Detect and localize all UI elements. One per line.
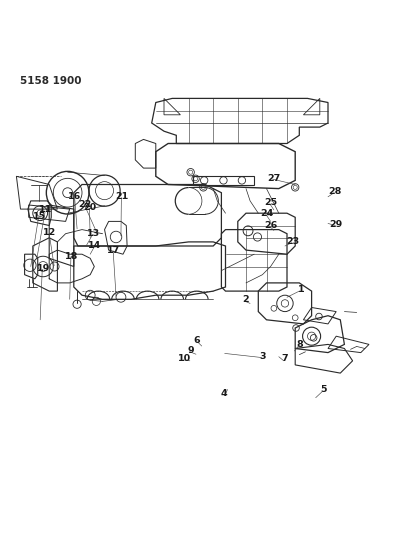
Text: 18: 18 [65,252,78,261]
Text: 10: 10 [178,354,191,364]
Text: 9: 9 [187,346,193,355]
Text: 11: 11 [39,205,52,214]
Text: 22: 22 [79,200,92,209]
Text: 24: 24 [259,209,272,217]
Text: 1: 1 [297,285,304,294]
Text: 15: 15 [33,212,46,221]
Text: 23: 23 [286,237,299,246]
Text: 5158 1900: 5158 1900 [20,76,82,86]
Text: 5: 5 [320,385,326,394]
Text: 2: 2 [242,295,249,304]
Text: 21: 21 [115,192,128,201]
Text: 3: 3 [258,352,265,361]
Text: 26: 26 [263,221,276,230]
Text: 17: 17 [107,246,120,255]
Text: 27: 27 [267,174,280,183]
Text: 12: 12 [43,228,56,237]
Text: 14: 14 [88,241,101,251]
Text: 16: 16 [68,192,81,201]
Text: 20: 20 [83,203,97,212]
Text: 19: 19 [36,264,49,273]
Text: 25: 25 [263,198,276,207]
Text: 13: 13 [87,229,100,238]
Text: 29: 29 [329,220,342,229]
Text: 6: 6 [193,336,200,345]
Text: 4: 4 [220,389,226,398]
Text: 28: 28 [328,188,341,196]
Text: 8: 8 [295,340,302,349]
Text: 7: 7 [281,354,288,364]
